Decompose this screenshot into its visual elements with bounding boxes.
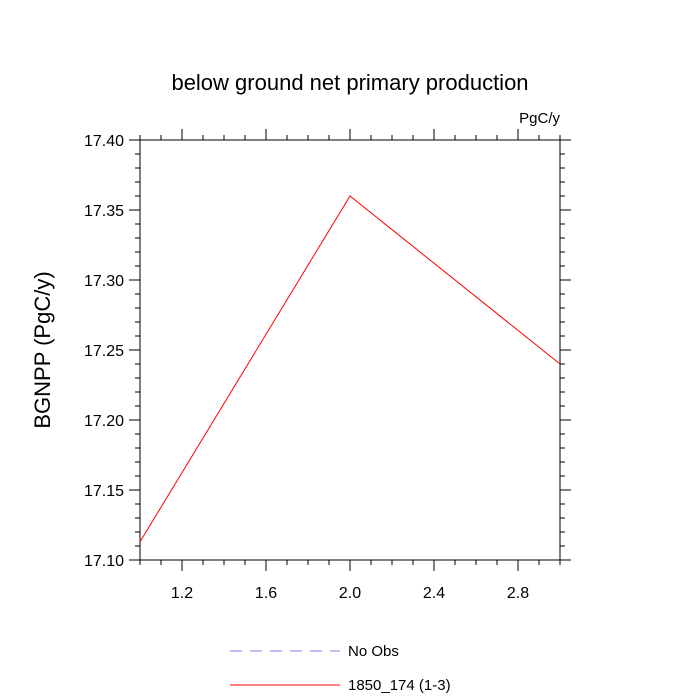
legend-label: 1850_174 (1-3) <box>348 677 451 694</box>
series-layer <box>139 195 561 543</box>
plot-frame <box>139 139 561 561</box>
chart-title: below ground net primary production <box>171 70 528 95</box>
y-tick-label: 17.40 <box>84 133 124 150</box>
x-tick-label: 2.8 <box>507 585 529 602</box>
x-tick-label: 1.6 <box>255 585 277 602</box>
y-tick-label: 17.20 <box>84 413 124 430</box>
y-tick-label: 17.15 <box>84 483 124 500</box>
y-tick-label: 17.25 <box>84 343 124 360</box>
y-tick-label: 17.10 <box>84 553 124 570</box>
x-axis: 1.2 1.6 2.0 2.4 2.8 <box>139 129 561 602</box>
x-tick-label: 1.2 <box>171 585 193 602</box>
y-axis: 17.10 17.15 17.20 17.25 17.30 17.35 17.40 <box>84 133 571 570</box>
units-label: PgC/y <box>519 110 560 127</box>
x-tick-label: 2.0 <box>339 585 361 602</box>
y-tick-label: 17.30 <box>84 273 124 290</box>
x-tick-label: 2.4 <box>423 585 445 602</box>
y-tick-label: 17.35 <box>84 203 124 220</box>
series-line <box>139 195 561 543</box>
legend-label: No Obs <box>348 643 399 660</box>
legend: No Obs 1850_174 (1-3) <box>230 643 451 694</box>
y-axis-label: BGNPP (PgC/y) <box>30 271 55 428</box>
